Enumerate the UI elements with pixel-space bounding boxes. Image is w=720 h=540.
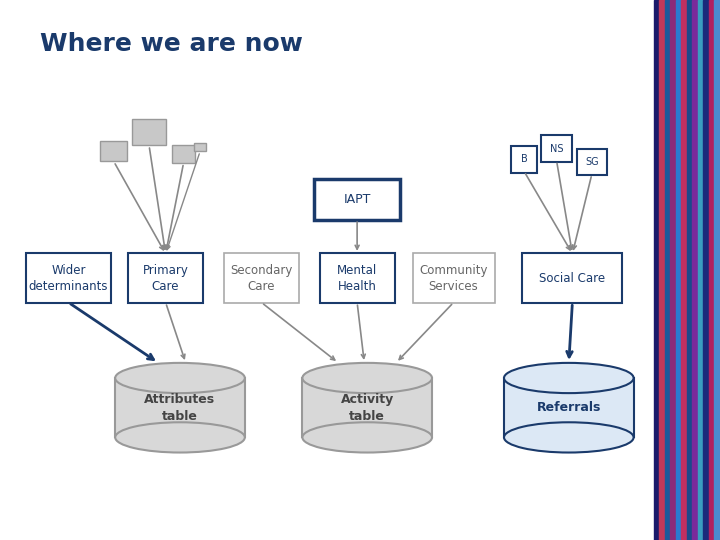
Bar xyxy=(703,0,709,540)
FancyBboxPatch shape xyxy=(577,148,607,175)
Bar xyxy=(132,119,166,145)
Text: Activity
table: Activity table xyxy=(341,393,394,423)
FancyBboxPatch shape xyxy=(128,253,203,303)
Text: Referrals: Referrals xyxy=(536,401,601,414)
Text: NS: NS xyxy=(550,144,563,153)
Bar xyxy=(693,0,698,540)
Bar xyxy=(670,0,676,540)
Bar xyxy=(115,378,245,437)
Bar xyxy=(100,141,127,161)
Ellipse shape xyxy=(504,363,634,393)
Text: Community
Services: Community Services xyxy=(419,264,488,293)
Text: Secondary
Care: Secondary Care xyxy=(230,264,292,293)
Bar xyxy=(665,0,670,540)
Bar xyxy=(698,0,703,540)
FancyBboxPatch shape xyxy=(511,146,537,173)
Bar xyxy=(194,143,206,151)
FancyBboxPatch shape xyxy=(523,253,623,303)
Text: B: B xyxy=(521,154,528,164)
Bar xyxy=(504,378,634,437)
Bar xyxy=(172,145,196,163)
Text: SG: SG xyxy=(585,157,598,167)
Text: Where we are now: Where we are now xyxy=(40,32,302,56)
Text: IAPT: IAPT xyxy=(343,193,371,206)
FancyBboxPatch shape xyxy=(224,253,299,303)
Bar xyxy=(687,0,693,540)
Ellipse shape xyxy=(302,363,432,393)
Text: Primary
Care: Primary Care xyxy=(143,264,189,293)
Bar xyxy=(709,0,714,540)
Ellipse shape xyxy=(302,422,432,453)
Text: Mental
Health: Mental Health xyxy=(337,264,377,293)
FancyBboxPatch shape xyxy=(320,253,395,303)
Ellipse shape xyxy=(115,363,245,393)
Bar xyxy=(681,0,687,540)
Bar xyxy=(714,0,720,540)
Ellipse shape xyxy=(115,422,245,453)
Bar xyxy=(654,0,660,540)
Text: Attributes
table: Attributes table xyxy=(145,393,215,423)
Text: Social Care: Social Care xyxy=(539,272,606,285)
Bar xyxy=(676,0,681,540)
FancyBboxPatch shape xyxy=(314,179,400,220)
FancyBboxPatch shape xyxy=(541,135,572,162)
Bar xyxy=(302,378,432,437)
FancyBboxPatch shape xyxy=(26,253,111,303)
Bar xyxy=(660,0,665,540)
FancyBboxPatch shape xyxy=(413,253,495,303)
Text: Wider
determinants: Wider determinants xyxy=(29,264,108,293)
Ellipse shape xyxy=(504,422,634,453)
